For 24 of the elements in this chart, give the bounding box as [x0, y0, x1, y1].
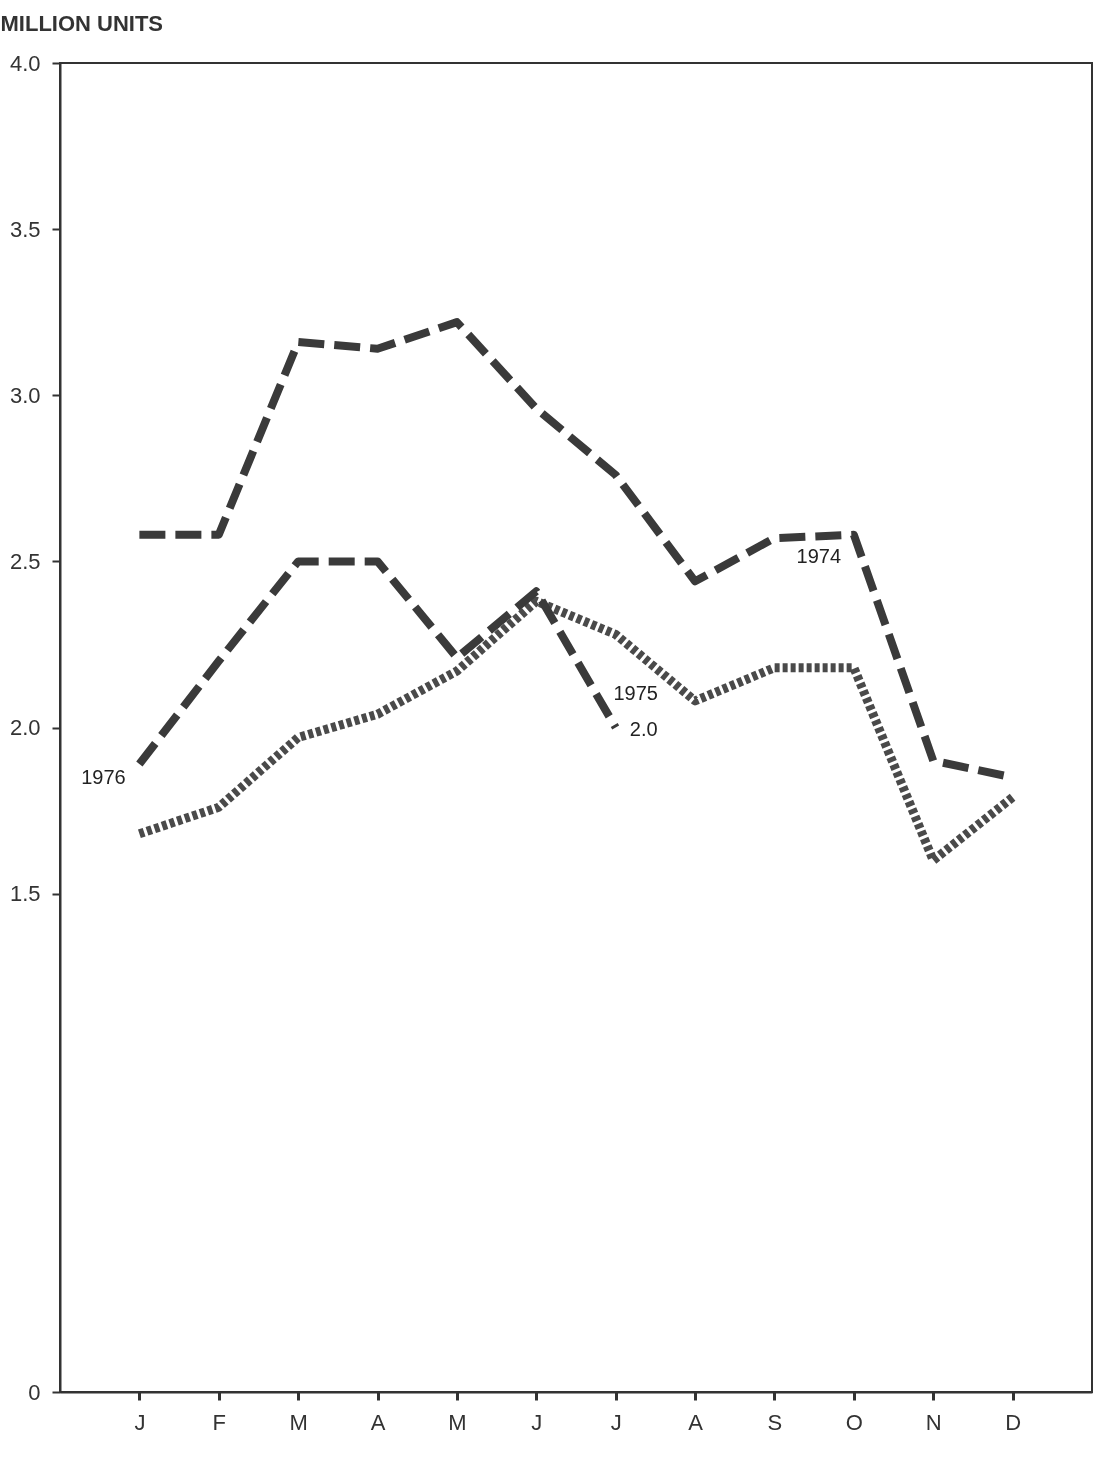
y-tick-label: 0 [28, 1379, 41, 1405]
x-tick-label: F [212, 1409, 226, 1435]
x-tick-label: M [289, 1409, 308, 1435]
y-tick-label: 3.0 [9, 382, 41, 408]
x-tick-label: J [531, 1409, 543, 1435]
y-tick-label: 1.5 [9, 881, 41, 907]
x-tick-label: A [688, 1409, 704, 1435]
data-label: 2.0 [629, 717, 658, 740]
x-tick-label: N [925, 1409, 942, 1435]
x-tick-label: O [845, 1409, 863, 1435]
y-tick-label: 2.5 [9, 548, 41, 574]
x-tick-label: S [767, 1409, 783, 1435]
series-label: 1976 [81, 766, 126, 789]
y-axis-title: MILLION UNITS [0, 10, 164, 36]
y-tick-label: 4.0 [9, 50, 41, 76]
series-label: 1975 [613, 682, 658, 705]
x-tick-label: J [134, 1409, 146, 1435]
y-tick-label: 2.0 [9, 715, 41, 740]
x-tick-label: D [1005, 1409, 1022, 1435]
x-tick-label: M [448, 1409, 467, 1435]
series-label: 1974 [796, 544, 842, 567]
y-tick-label: 3.5 [9, 216, 41, 242]
x-tick-label: J [610, 1409, 622, 1435]
x-tick-label: A [370, 1409, 386, 1435]
